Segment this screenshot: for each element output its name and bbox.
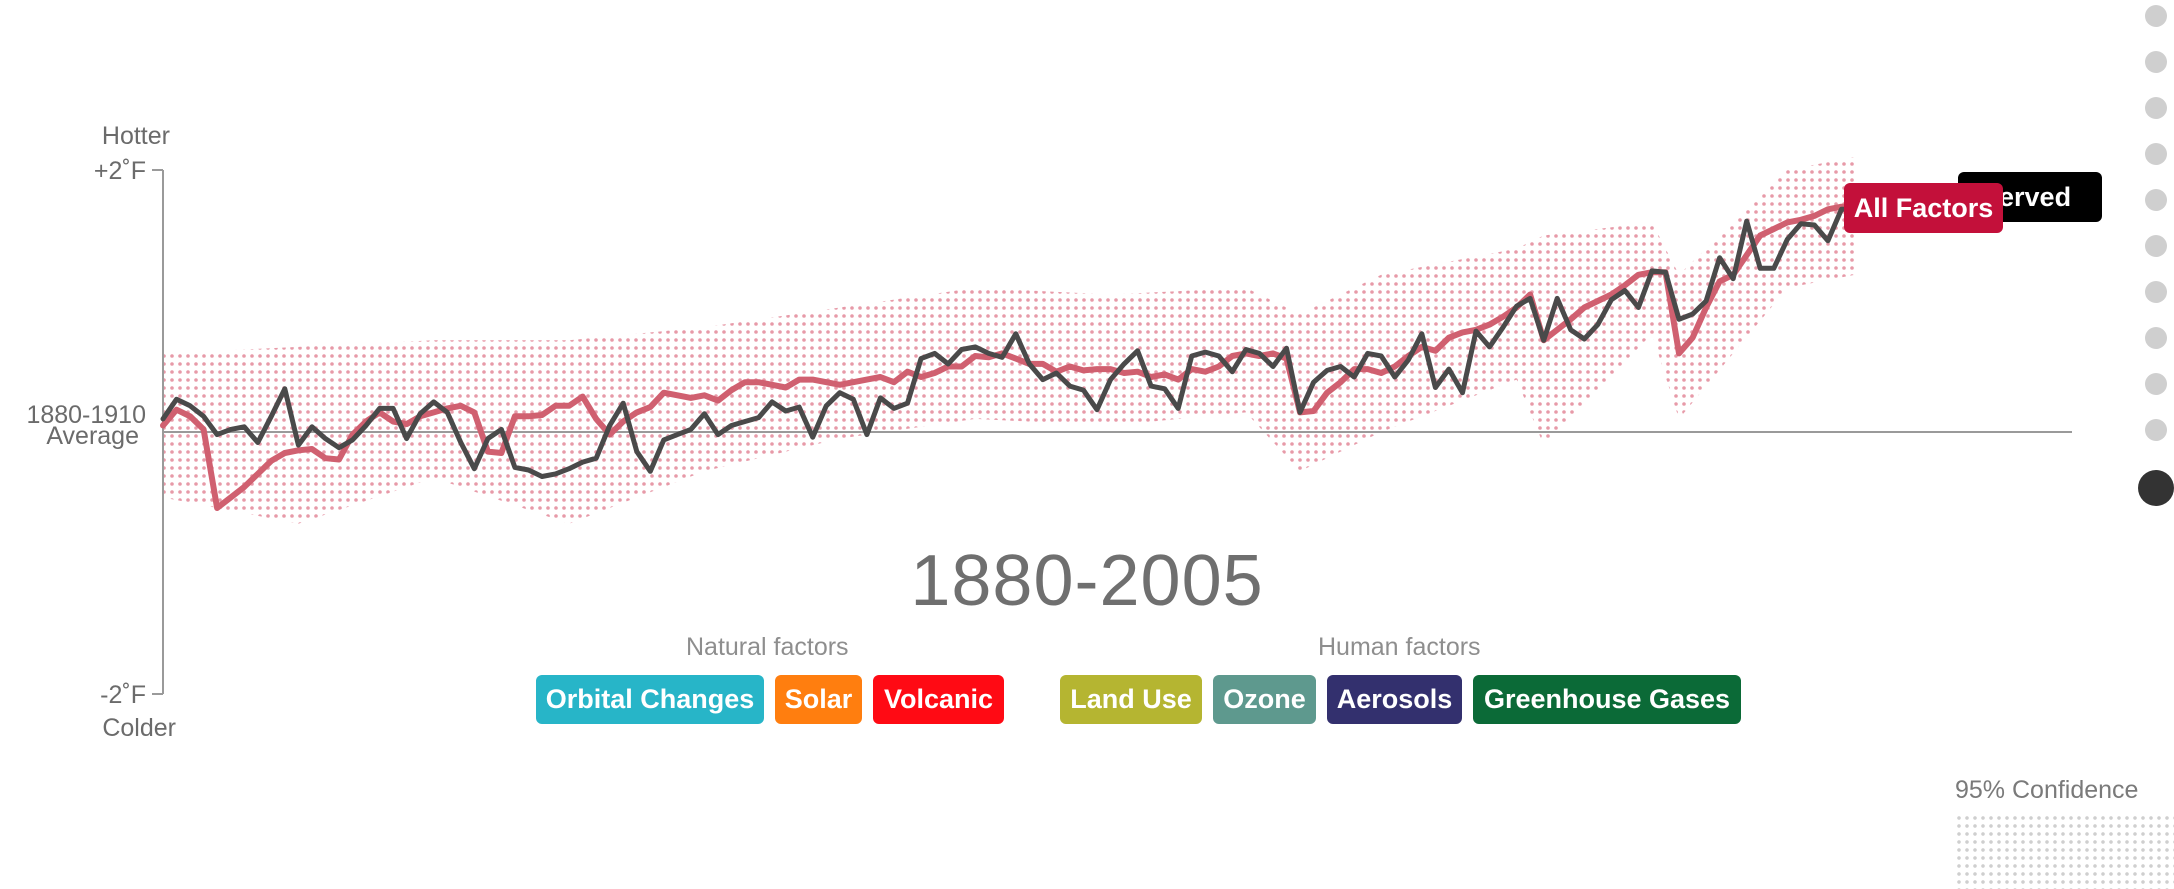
baseline-label-line2: Average <box>46 422 139 450</box>
nav-dot-6[interactable] <box>2145 235 2167 257</box>
year-range-title: 1880-2005 <box>910 541 1264 621</box>
confidence-legend-label: 95% Confidence <box>1955 776 2139 804</box>
factor-button-volcanic[interactable]: Volcanic <box>873 675 1004 724</box>
nav-dot-10[interactable] <box>2145 419 2167 441</box>
factor-button-land-use[interactable]: Land Use <box>1060 675 1202 724</box>
nav-dot-8[interactable] <box>2145 327 2167 349</box>
nav-dot-11[interactable] <box>2138 470 2174 506</box>
factor-button-ozone[interactable]: Ozone <box>1213 675 1316 724</box>
confidence-legend-swatch <box>1955 814 2174 889</box>
nav-dot-9[interactable] <box>2145 373 2167 395</box>
nav-dot-1[interactable] <box>2145 5 2167 27</box>
y-axis-bottom-label: Colder <box>102 714 176 742</box>
factor-button-solar[interactable]: Solar <box>775 675 862 724</box>
factor-button-orbital-changes[interactable]: Orbital Changes <box>536 675 764 724</box>
y-axis-top-label: Hotter <box>102 122 170 150</box>
nav-dot-5[interactable] <box>2145 189 2167 211</box>
observed-series-line <box>160 206 1858 479</box>
all-factors-series-tag-label: All Factors <box>1853 193 1994 223</box>
y-axis-bottom-tick-label: -2˚F <box>100 681 146 709</box>
factor-button-aerosols[interactable]: Aerosols <box>1327 675 1462 724</box>
confidence-band <box>163 156 1855 524</box>
y-axis-top-tick-label: +2˚F <box>94 157 146 185</box>
nav-dot-7[interactable] <box>2145 281 2167 303</box>
human-factors-heading: Human factors <box>1318 633 1481 661</box>
natural-factors-heading: Natural factors <box>686 633 849 661</box>
factor-button-greenhouse-gases[interactable]: Greenhouse Gases <box>1473 675 1741 724</box>
baseline-label-line1: 1880-1910 <box>26 401 146 429</box>
nav-dot-3[interactable] <box>2145 97 2167 119</box>
all-factors-series-tag[interactable]: All Factors <box>1844 183 2003 233</box>
nav-dot-2[interactable] <box>2145 51 2167 73</box>
nav-dot-4[interactable] <box>2145 143 2167 165</box>
